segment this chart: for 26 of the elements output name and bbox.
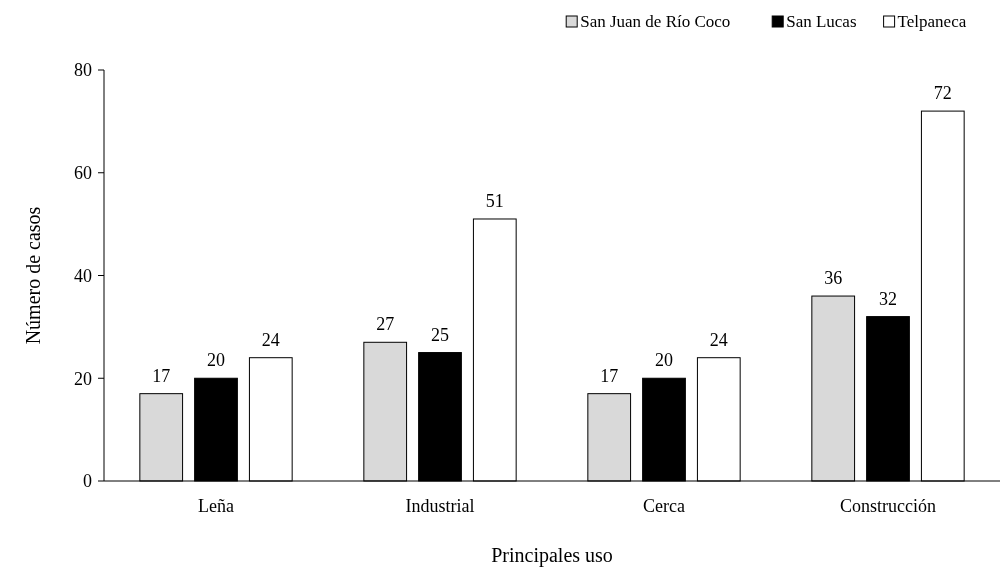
legend-label: San Lucas (786, 12, 857, 31)
x-tick-label: Leña (198, 496, 234, 516)
data-label: 17 (600, 365, 619, 386)
legend-label: San Juan de Río Coco (580, 12, 731, 31)
y-axis-title: Número de casos (22, 206, 44, 345)
x-tick-label: Industrial (405, 496, 475, 516)
data-label: 72 (933, 83, 952, 104)
y-tick-label: 40 (74, 265, 92, 286)
y-tick-label: 20 (74, 368, 92, 389)
data-label: 25 (431, 324, 449, 345)
data-label: 17 (152, 365, 171, 386)
y-tick-label: 80 (74, 60, 92, 81)
x-tick-label: Construcción (840, 496, 936, 516)
data-label: 20 (207, 350, 225, 371)
x-axis-title: Principales uso (491, 544, 613, 567)
legend-label: Telpaneca (897, 12, 967, 31)
x-tick-label: Cerca (643, 496, 685, 516)
data-label: 24 (261, 329, 280, 350)
data-label: 36 (824, 268, 843, 289)
data-label: 32 (879, 288, 897, 309)
data-label: 24 (709, 329, 728, 350)
y-tick-label: 0 (83, 471, 92, 492)
data-label: 51 (485, 190, 504, 211)
y-tick-label: 60 (74, 163, 92, 184)
data-label: 27 (376, 314, 395, 335)
data-label: 20 (655, 350, 673, 371)
